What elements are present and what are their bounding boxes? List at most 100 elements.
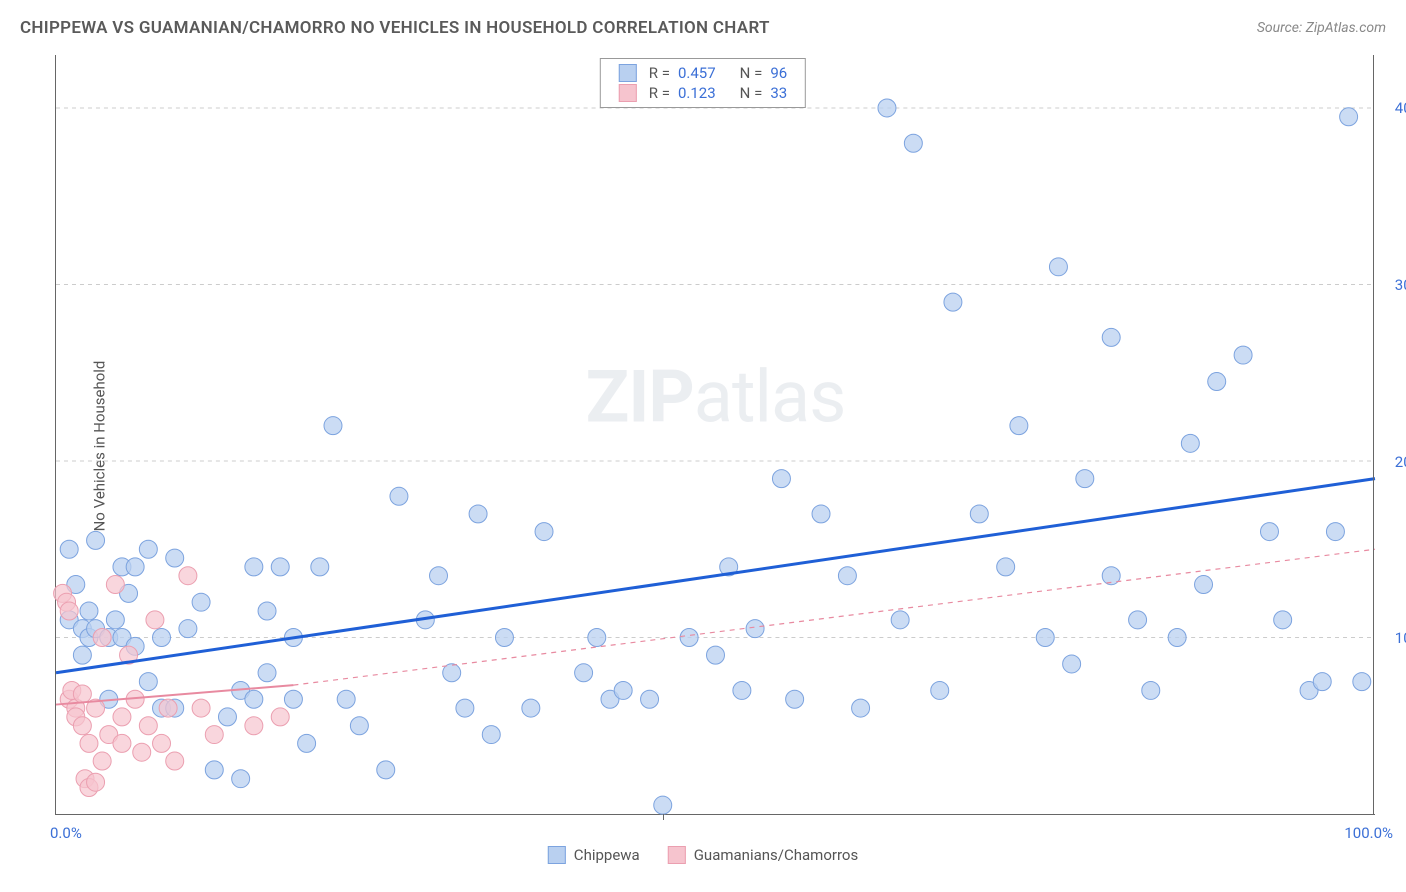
- scatter-point: [1181, 434, 1199, 452]
- scatter-point: [1036, 629, 1054, 647]
- scatter-point: [1129, 611, 1147, 629]
- scatter-point: [390, 487, 408, 505]
- scatter-point: [166, 549, 184, 567]
- scatter-point: [146, 611, 164, 629]
- scatter-point: [271, 558, 289, 576]
- scatter-point: [746, 620, 764, 638]
- scatter-point: [1340, 108, 1358, 126]
- plot-svg: [56, 55, 1375, 814]
- scatter-point: [733, 681, 751, 699]
- scatter-point: [1168, 629, 1186, 647]
- scatter-point: [60, 602, 78, 620]
- scatter-point: [1313, 673, 1331, 691]
- legend-swatch: [619, 84, 637, 102]
- scatter-point: [1326, 523, 1344, 541]
- scatter-point: [997, 558, 1015, 576]
- scatter-point: [350, 717, 368, 735]
- scatter-point: [159, 699, 177, 717]
- scatter-point: [641, 690, 659, 708]
- scatter-point: [680, 629, 698, 647]
- scatter-point: [258, 664, 276, 682]
- scatter-point: [113, 734, 131, 752]
- scatter-point: [1195, 576, 1213, 594]
- scatter-point: [654, 796, 672, 814]
- scatter-point: [1102, 328, 1120, 346]
- scatter-point: [838, 567, 856, 585]
- scatter-point: [1234, 346, 1252, 364]
- scatter-point: [1063, 655, 1081, 673]
- scatter-point: [205, 726, 223, 744]
- r-value: 0.457: [678, 64, 716, 82]
- scatter-point: [139, 540, 157, 558]
- y-tick-label: 30.0%: [1380, 276, 1406, 294]
- x-tick-0: 0.0%: [50, 824, 82, 842]
- chart-title: CHIPPEWA VS GUAMANIAN/CHAMORRO NO VEHICL…: [20, 18, 770, 38]
- scatter-point: [891, 611, 909, 629]
- scatter-point: [878, 99, 896, 117]
- scatter-point: [469, 505, 487, 523]
- scatter-point: [73, 646, 91, 664]
- scatter-point: [1049, 258, 1067, 276]
- legend-stats-row: R = 0.123N =33: [619, 83, 787, 103]
- scatter-point: [337, 690, 355, 708]
- y-tick-label: 40.0%: [1380, 99, 1406, 117]
- x-tick-mark: [663, 814, 664, 820]
- scatter-point: [522, 699, 540, 717]
- scatter-point: [205, 761, 223, 779]
- scatter-point: [575, 664, 593, 682]
- legend-swatch: [548, 846, 566, 864]
- scatter-point: [93, 629, 111, 647]
- scatter-point: [192, 593, 210, 611]
- scatter-point: [153, 734, 171, 752]
- scatter-point: [87, 773, 105, 791]
- scatter-point: [232, 770, 250, 788]
- scatter-point: [944, 293, 962, 311]
- n-value: 96: [770, 64, 787, 82]
- regression-extrapolation: [293, 549, 1375, 685]
- n-value: 33: [770, 84, 787, 102]
- scatter-point: [1076, 470, 1094, 488]
- scatter-point: [786, 690, 804, 708]
- scatter-point: [258, 602, 276, 620]
- scatter-point: [588, 629, 606, 647]
- legend-series-label: Guamanians/Chamorros: [694, 846, 858, 864]
- scatter-point: [166, 752, 184, 770]
- scatter-point: [707, 646, 725, 664]
- legend-stats: R = 0.457 N = 96R = 0.123N =33: [600, 58, 806, 108]
- legend-swatch: [668, 846, 686, 864]
- scatter-point: [324, 417, 342, 435]
- plot-area: ZIPatlas 10.0%20.0%30.0%40.0% 0.0% 100.0…: [55, 55, 1375, 815]
- scatter-point: [106, 576, 124, 594]
- scatter-point: [430, 567, 448, 585]
- y-tick-label: 10.0%: [1380, 629, 1406, 647]
- scatter-point: [139, 673, 157, 691]
- scatter-point: [535, 523, 553, 541]
- scatter-point: [245, 717, 263, 735]
- legend-series-item: Chippewa: [548, 846, 640, 864]
- scatter-point: [311, 558, 329, 576]
- scatter-point: [245, 558, 263, 576]
- scatter-point: [1353, 673, 1371, 691]
- scatter-point: [179, 620, 197, 638]
- scatter-point: [904, 134, 922, 152]
- legend-series-label: Chippewa: [574, 846, 640, 864]
- scatter-point: [106, 611, 124, 629]
- n-label: N =: [740, 64, 763, 82]
- scatter-point: [377, 761, 395, 779]
- scatter-point: [1274, 611, 1292, 629]
- scatter-point: [1208, 373, 1226, 391]
- scatter-point: [614, 681, 632, 699]
- scatter-point: [772, 470, 790, 488]
- r-label: R =: [649, 84, 670, 102]
- scatter-point: [192, 699, 210, 717]
- scatter-point: [245, 690, 263, 708]
- scatter-point: [139, 717, 157, 735]
- scatter-point: [931, 681, 949, 699]
- r-label: R =: [649, 64, 670, 82]
- x-tick-100: 100.0%: [1344, 824, 1393, 842]
- legend-series: Chippewa Guamanians/Chamorros: [548, 846, 858, 864]
- plot-right-border: [1373, 55, 1374, 815]
- source-label: Source: ZipAtlas.com: [1257, 20, 1386, 36]
- scatter-point: [482, 726, 500, 744]
- scatter-point: [852, 699, 870, 717]
